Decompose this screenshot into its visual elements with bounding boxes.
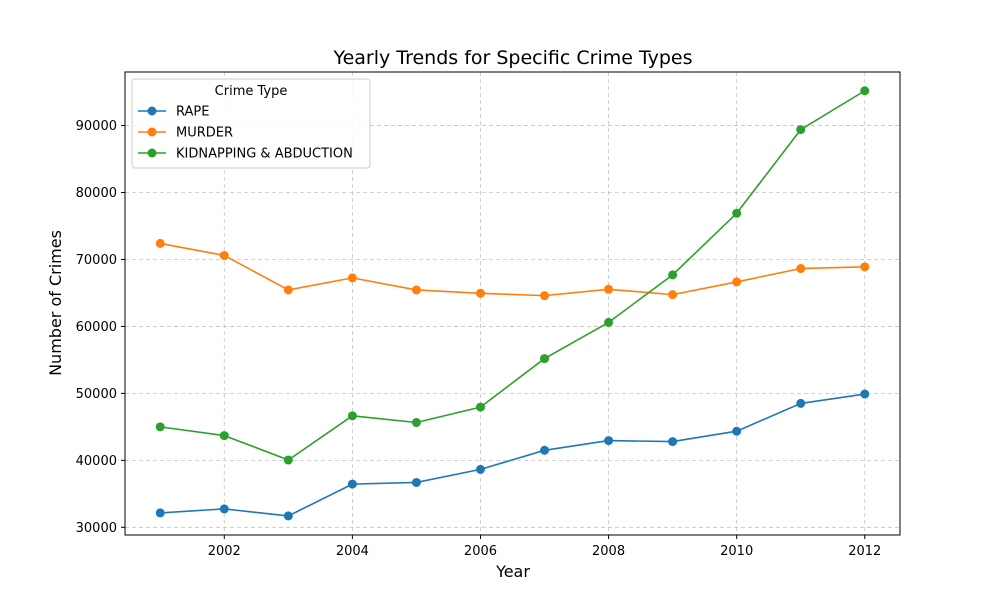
data-point [155,422,165,432]
legend: Crime Type RAPE MURDER KIDNAPPING & ABDUCT… [131,78,371,169]
y-tick-label: 80000 [76,186,117,201]
series-line [160,242,865,297]
x-tick-label: 2002 [208,544,241,559]
y-tick-label: 30000 [76,521,117,536]
legend-swatch-marker [147,106,157,116]
data-point [283,285,293,295]
x-axis: 2002 2004 2006 2008 2010 2012 [208,535,881,559]
x-tick-label: 2008 [592,544,625,559]
data-point [540,354,550,364]
legend-swatch-marker [147,127,157,137]
data-point [155,238,165,248]
data-point [604,284,614,294]
x-axis-label: Year [495,562,530,581]
y-tick-label: 40000 [76,454,117,469]
legend-box [131,78,371,169]
legend-swatch-marker [147,148,157,158]
y-axis-label: Number of Crimes [46,230,65,376]
data-point [796,125,806,135]
data-point [668,270,678,280]
x-tick-label: 2004 [336,544,369,559]
data-point [411,418,421,428]
data-point [347,479,357,489]
series-line [160,90,866,461]
data-point [283,455,293,465]
data-point [283,511,293,521]
data-point [860,86,870,96]
data-point [475,288,485,298]
plot-frame [124,71,901,536]
data-point [219,431,229,441]
series-layer [155,86,870,521]
data-point [732,426,742,436]
x-tick-label: 2006 [464,544,497,559]
data-point [796,264,806,274]
data-point [411,477,421,487]
y-tick-label: 70000 [76,253,117,268]
data-point [604,317,614,327]
legend-label: MURDER [176,126,233,141]
series-line [160,393,865,517]
data-point [155,508,165,518]
chart-title: Yearly Trends for Specific Crime Types [332,47,692,69]
legend-label: KIDNAPPING & ABDUCTION [176,147,353,162]
data-point [796,398,806,408]
data-point [604,436,614,446]
data-point [540,291,550,301]
data-point [732,277,742,287]
data-point [347,273,357,283]
x-tick-label: 2010 [720,544,753,559]
data-point [668,437,678,447]
series-kidnapping-abduction [155,86,870,465]
data-point [540,445,550,455]
legend-title: Crime Type [215,84,288,99]
x-tick-label: 2012 [848,544,881,559]
data-point [219,504,229,514]
data-point [860,262,870,272]
data-point [732,208,742,218]
data-point [347,411,357,421]
data-point [668,290,678,300]
data-point [475,464,485,474]
series-murder [155,238,870,301]
series-rape [155,389,870,521]
grid [125,72,900,535]
legend-label: RAPE [176,105,209,120]
data-point [475,402,485,412]
data-point [219,250,229,260]
y-tick-label: 60000 [76,320,117,335]
y-tick-label: 90000 [76,119,117,134]
y-axis: 30000 40000 50000 60000 70000 80000 90000 [76,119,125,536]
data-point [411,285,421,295]
y-tick-label: 50000 [76,387,117,402]
data-point [860,389,870,399]
